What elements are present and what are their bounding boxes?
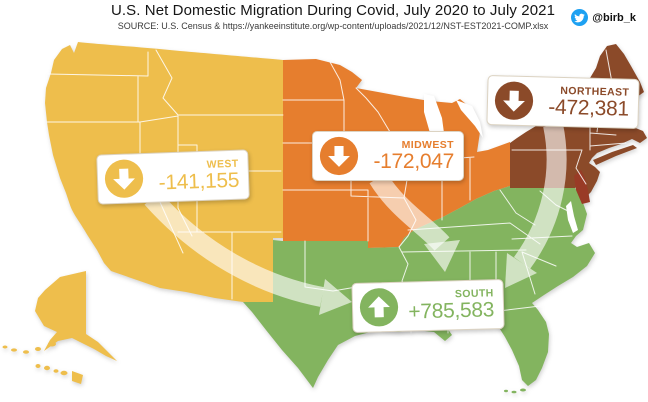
region-label: MIDWEST: [401, 138, 454, 151]
midwest-to-south-arrowhead: [424, 240, 460, 272]
aleutian-islands: [2, 341, 56, 354]
hawaii: [35, 364, 83, 384]
region-value: -472,381: [548, 95, 630, 121]
region-value: +785,583: [408, 298, 495, 324]
down-arrow-badge-west: [104, 159, 144, 198]
twitter-handle: @birb_k: [592, 11, 636, 24]
down-arrow-badge-northeast: [494, 81, 534, 120]
lake-huron: [456, 100, 483, 138]
callout-south: SOUTH +785,583: [351, 279, 505, 333]
florida-keys: [504, 388, 526, 394]
chesapeake-bay: [566, 201, 578, 233]
callout-midwest: MIDWEST -172,047: [312, 131, 464, 181]
twitter-credit: @birb_k: [571, 9, 636, 26]
alaska: [35, 271, 117, 361]
callout-south-text: SOUTH +785,583: [406, 287, 495, 323]
northeast-to-south-arrow: [513, 122, 567, 269]
down-arrow-badge-midwest: [319, 136, 359, 176]
callout-northeast: NORTHEAST -472,381: [486, 75, 640, 129]
long-island: [593, 145, 637, 165]
west-to-south-arrow: [144, 191, 324, 307]
callout-midwest-text: MIDWEST -172,047: [366, 139, 454, 173]
callout-west-text: WEST -141,155: [150, 158, 239, 195]
region-value: -141,155: [158, 168, 240, 195]
region-value: -172,047: [373, 150, 454, 173]
west-to-south-arrowhead: [319, 279, 352, 315]
delaware: [574, 170, 590, 204]
callout-northeast-text: NORTHEAST -472,381: [541, 84, 630, 121]
up-arrow-badge-south: [359, 288, 399, 327]
twitter-icon: [571, 9, 589, 26]
northeast-to-south-arrowhead: [505, 253, 537, 288]
migration-arrows: [144, 122, 567, 315]
callout-west: WEST -141,155: [96, 149, 250, 205]
midwest-to-south-arrow: [369, 172, 450, 251]
